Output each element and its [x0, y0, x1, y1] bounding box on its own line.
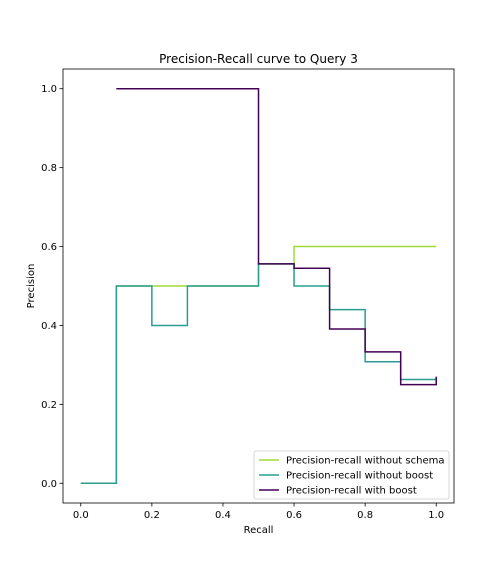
x-tick-label: 0.8: [357, 510, 373, 521]
y-tick-label: 0.8: [41, 163, 57, 174]
y-tick-label: 0.2: [41, 400, 57, 411]
chart-title: Precision-Recall curve to Query 3: [159, 52, 358, 66]
x-tick-label: 0.0: [73, 510, 89, 521]
series-line-1: [80, 263, 437, 485]
x-tick-label: 0.4: [215, 510, 231, 521]
x-tick-label: 0.6: [286, 510, 302, 521]
legend-box: [253, 450, 450, 500]
x-tick-label: 1.0: [428, 510, 444, 521]
plot-area-frame: [62, 68, 455, 504]
y-tick-label: 0.0: [41, 479, 57, 490]
series-layer: [80, 87, 437, 485]
legend-label-0: Precision-recall without schema: [286, 456, 444, 467]
legend: Precision-recall without schema Precision…: [253, 450, 450, 500]
x-axis-label: Recall: [244, 525, 274, 536]
y-axis-ticks: 0.0 0.2 0.4 0.6 0.8 1.0: [41, 84, 63, 490]
y-tick-label: 0.4: [41, 321, 57, 332]
x-axis-ticks: 0.0 0.2 0.4 0.6 0.8 1.0: [73, 503, 444, 521]
y-tick-label: 0.6: [41, 242, 57, 253]
series-line-2: [116, 87, 437, 386]
y-tick-label: 1.0: [41, 84, 57, 95]
y-axis-label: Precision: [26, 264, 37, 309]
legend-label-2: Precision-recall with boost: [286, 486, 417, 497]
legend-label-1: Precision-recall without boost: [286, 471, 433, 482]
x-tick-label: 0.2: [144, 510, 160, 521]
